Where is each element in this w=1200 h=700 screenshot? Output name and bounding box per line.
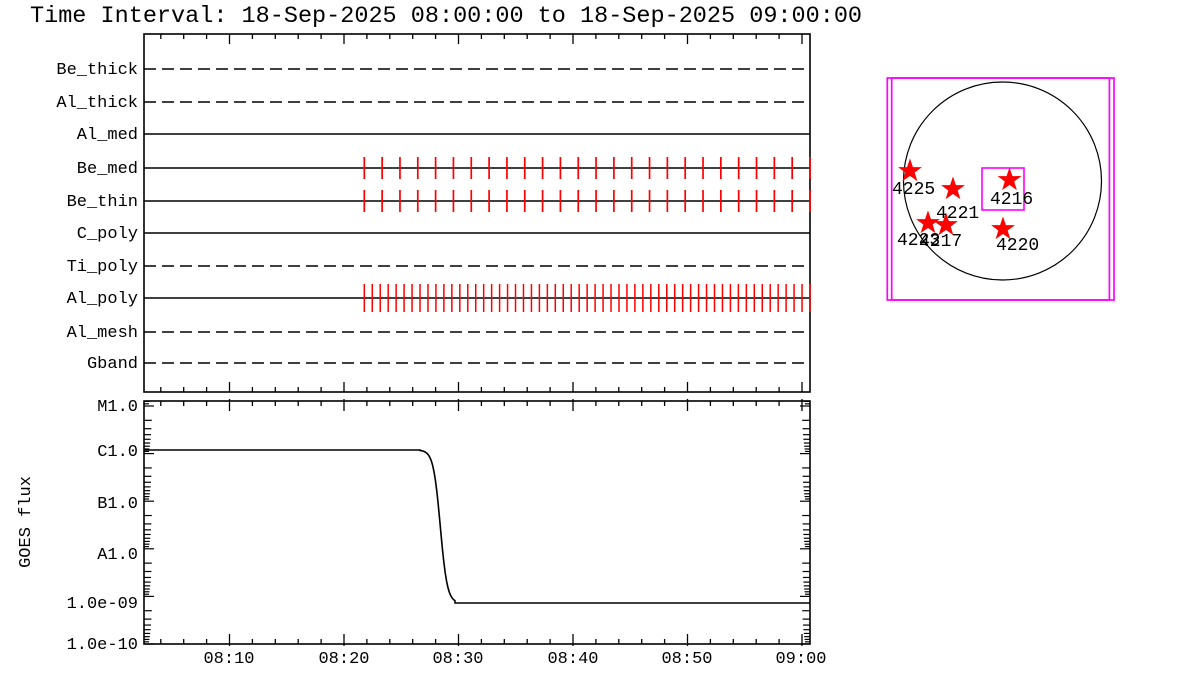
svg-text:Be_med: Be_med bbox=[77, 160, 138, 179]
svg-text:A1.0: A1.0 bbox=[97, 546, 138, 565]
svg-text:Time Interval: 18-Sep-2025 08:: Time Interval: 18-Sep-2025 08:00:00 to 1… bbox=[30, 3, 862, 30]
svg-text:C_poly: C_poly bbox=[77, 225, 138, 244]
svg-text:Al_mesh: Al_mesh bbox=[67, 324, 138, 343]
svg-text:08:40: 08:40 bbox=[547, 650, 598, 669]
svg-text:B1.0: B1.0 bbox=[97, 495, 138, 514]
svg-text:09:00: 09:00 bbox=[775, 650, 826, 669]
svg-text:Al_poly: Al_poly bbox=[67, 290, 138, 309]
svg-text:08:50: 08:50 bbox=[661, 650, 712, 669]
svg-text:1.0e-10: 1.0e-10 bbox=[67, 636, 138, 655]
svg-text:4216: 4216 bbox=[990, 190, 1033, 210]
svg-text:4217: 4217 bbox=[919, 232, 962, 252]
svg-text:C1.0: C1.0 bbox=[97, 443, 138, 462]
svg-text:Al_med: Al_med bbox=[77, 126, 138, 145]
svg-text:08:30: 08:30 bbox=[432, 650, 483, 669]
svg-text:Ti_poly: Ti_poly bbox=[67, 258, 138, 277]
svg-text:4221: 4221 bbox=[936, 204, 979, 224]
svg-text:08:20: 08:20 bbox=[318, 650, 369, 669]
svg-text:4220: 4220 bbox=[996, 236, 1039, 256]
svg-text:08:10: 08:10 bbox=[203, 650, 254, 669]
svg-text:Be_thin: Be_thin bbox=[67, 193, 138, 212]
svg-text:Gband: Gband bbox=[87, 355, 138, 374]
svg-text:Be_thick: Be_thick bbox=[56, 61, 138, 80]
svg-text:4225: 4225 bbox=[892, 180, 935, 200]
svg-text:1.0e-09: 1.0e-09 bbox=[67, 595, 138, 614]
svg-text:Al_thick: Al_thick bbox=[56, 94, 138, 113]
svg-text:GOES flux: GOES flux bbox=[17, 476, 36, 568]
svg-text:M1.0: M1.0 bbox=[97, 398, 138, 417]
